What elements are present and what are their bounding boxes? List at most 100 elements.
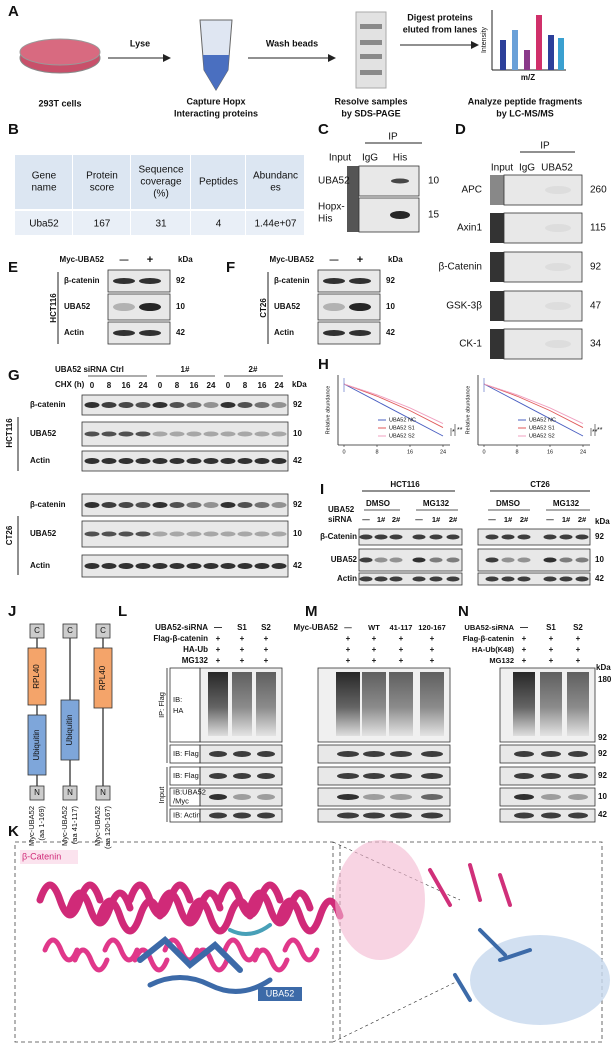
label: Wash beads bbox=[266, 38, 318, 48]
label: Protein bbox=[86, 171, 118, 182]
blot bbox=[358, 528, 463, 546]
label: Myc-UBA52 bbox=[294, 623, 339, 632]
blot bbox=[503, 174, 583, 206]
label: 8 bbox=[175, 381, 180, 390]
blot bbox=[477, 572, 591, 586]
label: 41-117 bbox=[390, 623, 413, 632]
label: Actin bbox=[64, 328, 84, 337]
label: Actin bbox=[30, 456, 50, 465]
label: 0 bbox=[342, 449, 345, 455]
domain bbox=[95, 785, 111, 801]
label: UBA52 NC bbox=[389, 417, 416, 423]
label: Interacting proteins bbox=[174, 108, 258, 118]
label-box bbox=[169, 766, 201, 786]
band bbox=[568, 794, 588, 800]
band bbox=[543, 576, 557, 582]
label: IP: Flag bbox=[157, 692, 166, 718]
panel-label: M bbox=[305, 603, 318, 620]
band bbox=[337, 812, 359, 819]
band bbox=[152, 531, 168, 537]
band bbox=[337, 794, 359, 800]
band bbox=[541, 794, 561, 800]
band bbox=[389, 534, 403, 540]
label: 24 bbox=[207, 381, 216, 390]
panel-label: B bbox=[8, 121, 19, 138]
label: β-Catenin bbox=[320, 532, 357, 541]
label: ** bbox=[457, 427, 463, 434]
ribbon bbox=[478, 928, 507, 957]
label: 92 bbox=[595, 532, 604, 541]
label: + bbox=[399, 656, 404, 665]
label: 10 bbox=[176, 302, 185, 311]
table-header-cell bbox=[15, 155, 72, 209]
band bbox=[545, 340, 571, 348]
blot bbox=[503, 290, 583, 322]
band bbox=[271, 502, 287, 508]
label: + bbox=[357, 254, 363, 266]
label: β-catenin bbox=[274, 276, 310, 285]
band bbox=[209, 794, 227, 800]
label: kDa bbox=[596, 663, 611, 672]
blot bbox=[477, 528, 591, 546]
band bbox=[169, 431, 185, 437]
label: β-catenin bbox=[64, 276, 100, 285]
label: — bbox=[488, 515, 496, 524]
band bbox=[186, 531, 202, 537]
band bbox=[446, 576, 460, 582]
label: UBA52 bbox=[318, 176, 350, 187]
label: N bbox=[100, 788, 106, 797]
panel-label: N bbox=[458, 603, 469, 620]
label: UBA52 S1 bbox=[389, 425, 415, 431]
label: IB: Flag bbox=[173, 771, 199, 780]
label: + bbox=[264, 656, 269, 665]
panel-label: A bbox=[8, 3, 19, 20]
label: S1 bbox=[546, 623, 556, 632]
label: + bbox=[576, 656, 581, 665]
label: S1 bbox=[237, 623, 247, 632]
band bbox=[237, 402, 253, 408]
label: + bbox=[430, 656, 435, 665]
label: 16 bbox=[190, 381, 199, 390]
ribbon bbox=[72, 947, 110, 973]
label: 24 bbox=[139, 381, 148, 390]
label: Myc-UBA52 bbox=[60, 255, 105, 264]
label: HCT116 bbox=[390, 480, 420, 489]
band bbox=[446, 534, 460, 540]
label: APC bbox=[461, 185, 482, 196]
band bbox=[209, 812, 227, 819]
blot bbox=[358, 548, 463, 572]
band bbox=[220, 502, 236, 508]
blot bbox=[81, 493, 289, 517]
panel-label: D bbox=[455, 121, 466, 138]
label: ** bbox=[597, 427, 603, 434]
label: N bbox=[67, 788, 73, 797]
band bbox=[152, 458, 168, 464]
trend-line bbox=[483, 383, 584, 428]
band bbox=[412, 557, 426, 563]
label: UBA52 S1 bbox=[529, 425, 555, 431]
band bbox=[101, 458, 117, 464]
label: (aa 41-117) bbox=[70, 805, 79, 844]
panel-label: F bbox=[226, 259, 235, 276]
band bbox=[254, 431, 270, 437]
blot bbox=[358, 165, 420, 197]
label: Axin1 bbox=[457, 223, 482, 234]
blot bbox=[81, 554, 289, 578]
label: — bbox=[520, 623, 528, 632]
panel-label: G bbox=[8, 367, 20, 384]
ribbon bbox=[282, 937, 320, 963]
ub-smear bbox=[208, 672, 228, 736]
label: Hopx- bbox=[318, 202, 345, 213]
table-cell bbox=[131, 211, 190, 235]
label: 42 bbox=[176, 328, 185, 337]
ribbon bbox=[42, 937, 80, 963]
ribbon bbox=[276, 897, 344, 935]
label: UBA52 NC bbox=[529, 417, 556, 423]
label: (aa 120-167) bbox=[103, 806, 112, 849]
band bbox=[209, 773, 227, 779]
band bbox=[421, 773, 443, 779]
input-lane bbox=[490, 291, 504, 321]
sheet bbox=[470, 935, 610, 1025]
ms-peak bbox=[536, 15, 542, 70]
label: /Myc bbox=[173, 796, 189, 805]
